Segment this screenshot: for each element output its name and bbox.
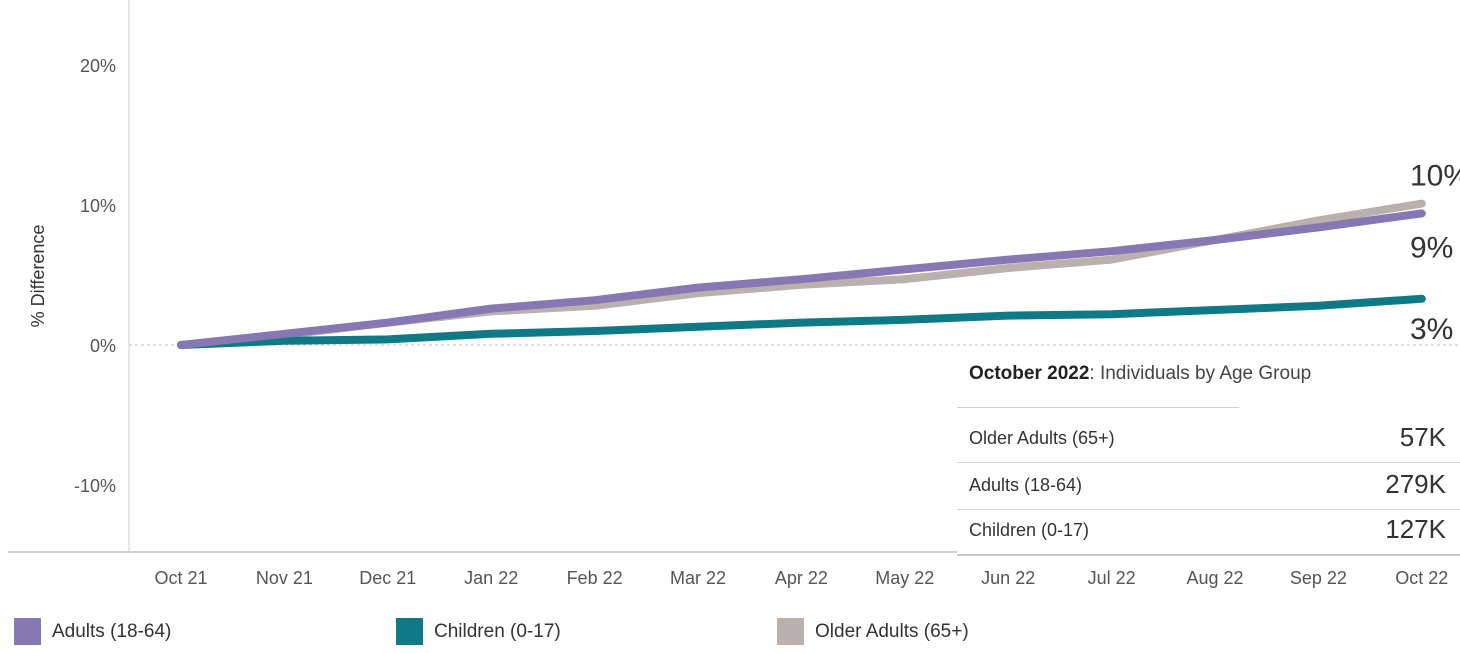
summary-row-children: Children (0-17) 127K	[957, 508, 1460, 556]
legend-swatch	[14, 618, 41, 645]
x-tick-labels: Oct 21 Nov 21 Dec 21 Jan 22 Feb 22 Mar 22 Apr …	[154, 568, 1448, 588]
y-axis-label: % Difference	[28, 225, 48, 328]
summary-title-text: : Individuals by Age Group	[1089, 363, 1312, 384]
summary-row-value: 57K	[1399, 422, 1446, 452]
x-tick-label: Oct 22	[1395, 568, 1448, 588]
y-tick-labels: 20% 10% 0% -10%	[74, 56, 116, 496]
summary-row-label: Children (0-17)	[969, 520, 1090, 540]
x-tick-label: May 22	[875, 568, 934, 588]
x-tick-label: Nov 21	[256, 568, 313, 588]
x-tick-label: Jan 22	[464, 568, 518, 588]
summary-title-month: October 2022	[969, 363, 1090, 384]
summary-row-older-adults: Older Adults (65+) 57K	[957, 416, 1460, 463]
x-tick-label: Mar 22	[670, 568, 726, 588]
x-tick-label: Feb 22	[567, 568, 623, 588]
end-label: 10%	[1410, 160, 1460, 193]
summary-table: October 2022: Individuals by Age Group O…	[957, 355, 1460, 556]
x-tick-label: Sep 22	[1290, 568, 1347, 588]
summary-title-divider	[957, 407, 1239, 408]
legend-label: Adults (18-64)	[52, 621, 172, 642]
summary-row-adults: Adults (18-64) 279K	[957, 463, 1460, 510]
summary-row-label: Older Adults (65+)	[969, 428, 1115, 448]
y-tick-label: -10%	[74, 476, 116, 496]
x-tick-label: Aug 22	[1186, 568, 1243, 588]
summary-row-value: 127K	[1385, 514, 1446, 544]
series-lines	[177, 199, 1426, 349]
series-line	[177, 294, 1426, 349]
summary-title: October 2022: Individuals by Age Group	[969, 363, 1311, 385]
x-tick-label: Oct 21	[154, 568, 207, 588]
y-tick-label: 20%	[80, 56, 116, 76]
x-tick-label: Jul 22	[1088, 568, 1136, 588]
legend-swatch	[777, 618, 804, 645]
end-labels: 10% 3% 9%	[1410, 160, 1460, 346]
end-label: 3%	[1410, 313, 1453, 346]
line-chart: 20% 10% 0% -10% % Difference Oct 21 Nov 21 De…	[8, 0, 1460, 588]
y-tick-label: 0%	[90, 336, 116, 356]
y-tick-label: 10%	[80, 196, 116, 216]
series-line	[177, 209, 1426, 349]
legend-swatch	[396, 618, 423, 645]
x-tick-label: Dec 21	[359, 568, 416, 588]
x-tick-label: Apr 22	[775, 568, 828, 588]
legend-label: Older Adults (65+)	[815, 621, 969, 642]
chart-legend: Adults (18-64) Children (0-17) Older Adu…	[0, 610, 1460, 650]
legend-label: Children (0-17)	[434, 621, 561, 642]
summary-row-value: 279K	[1385, 469, 1446, 499]
x-tick-label: Jun 22	[981, 568, 1035, 588]
summary-row-label: Adults (18-64)	[969, 475, 1083, 495]
end-label: 9%	[1410, 231, 1453, 264]
